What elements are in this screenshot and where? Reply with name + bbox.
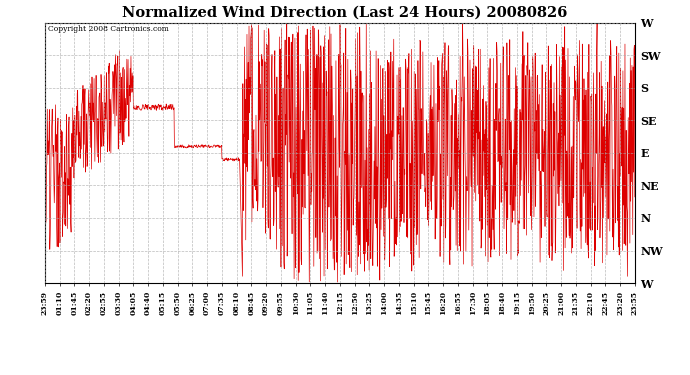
Text: Normalized Wind Direction (Last 24 Hours) 20080826: Normalized Wind Direction (Last 24 Hours… — [122, 6, 568, 20]
Text: Copyright 2008 Cartronics.com: Copyright 2008 Cartronics.com — [48, 25, 168, 33]
